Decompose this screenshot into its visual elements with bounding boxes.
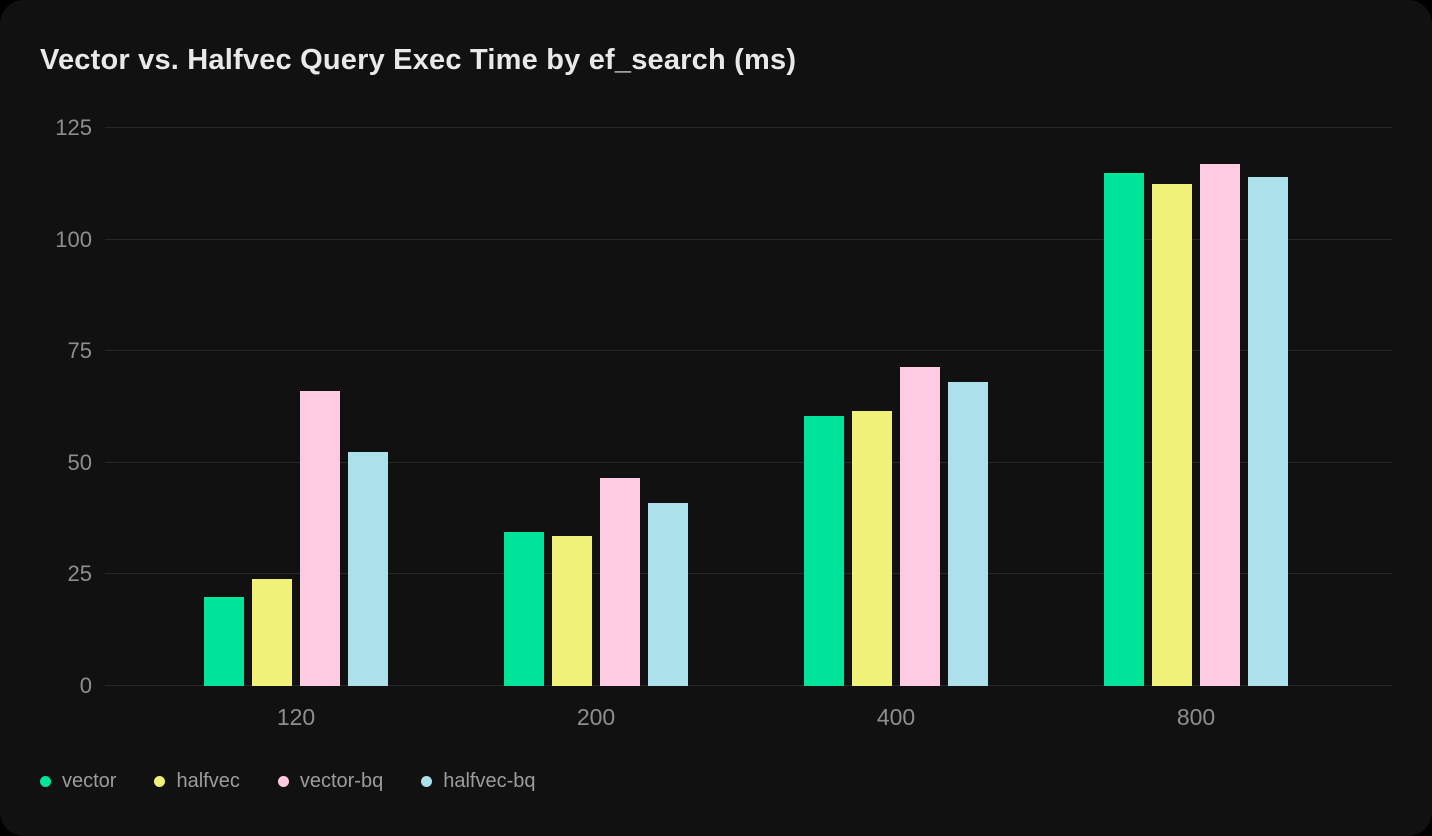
bar-group-200 [504,128,688,686]
legend-dot-icon [154,776,166,787]
x-tick-label: 800 [1176,704,1216,730]
bar-halfvec-400[interactable] [852,411,892,686]
legend-label: vector [62,770,117,792]
legend: vector halfvec vector-bq halfvec-bq [40,770,536,793]
y-axis: 0 25 50 75 100 125 [0,117,92,697]
legend-item-halfvec-bq[interactable]: halfvec-bq [421,770,536,793]
legend-item-halfvec[interactable]: halfvec [154,770,240,793]
x-tick-label: 400 [876,704,916,730]
bar-halfvec-bq-200[interactable] [648,502,688,686]
legend-label: halfvec [176,770,240,792]
bar-halfvec-bq-400[interactable] [948,382,988,686]
bar-halfvec-120[interactable] [252,578,292,686]
bar-vector-800[interactable] [1104,172,1144,686]
bar-vector-bq-800[interactable] [1200,163,1240,686]
x-axis: 120 200 400 800 [105,698,1392,734]
gridline [105,685,1392,686]
legend-label: halfvec-bq [443,770,536,792]
chart-title: Vector vs. Halfvec Query Exec Time by ef… [40,44,797,76]
bar-halfvec-200[interactable] [552,536,592,686]
y-tick-label: 0 [79,673,92,698]
bar-halfvec-bq-800[interactable] [1248,177,1288,686]
legend-dot-icon [421,776,433,787]
bar-group-120 [204,128,388,686]
gridline [105,238,1392,240]
bar-group-800 [1104,128,1288,686]
bar-vector-bq-200[interactable] [600,478,640,686]
legend-dot-icon [277,776,289,787]
x-tick-label: 120 [276,704,316,730]
legend-item-vector-bq[interactable]: vector-bq [277,770,384,793]
plot-area [105,127,1392,686]
y-tick-label: 100 [55,226,92,252]
y-tick-label: 50 [67,449,92,475]
gridline [105,461,1392,463]
bar-vector-200[interactable] [504,532,544,686]
legend-dot-icon [40,776,51,787]
y-tick-label: 25 [67,561,92,587]
legend-label: vector-bq [299,770,384,792]
bar-group-400 [804,128,988,686]
bar-vector-120[interactable] [204,596,244,686]
y-tick-label: 75 [67,338,92,364]
bar-halfvec-800[interactable] [1152,183,1192,686]
bar-vector-400[interactable] [804,415,844,686]
gridline [105,350,1392,352]
gridline [105,127,1392,128]
x-tick-label: 200 [576,704,616,730]
bar-vector-bq-400[interactable] [900,366,940,686]
y-tick-label: 125 [55,115,92,140]
bar-vector-bq-120[interactable] [300,391,340,686]
gridline [105,573,1392,575]
legend-item-vector[interactable]: vector [40,770,116,793]
bar-halfvec-bq-120[interactable] [348,451,388,686]
